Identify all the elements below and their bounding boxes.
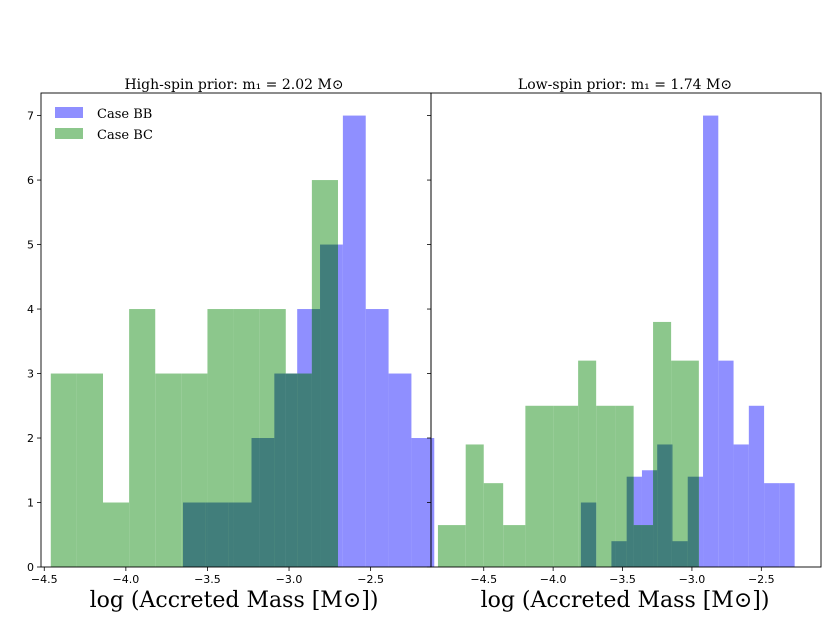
overlap-bar: [672, 541, 688, 567]
histogram-bar: [342, 115, 366, 568]
histogram-bar: [411, 438, 435, 567]
histogram-bar: [465, 444, 484, 567]
histogram-bar: [733, 444, 749, 567]
overlap-bar: [285, 373, 298, 567]
overlap-bar: [615, 541, 627, 567]
histogram-bar: [503, 525, 526, 567]
histogram-bar: [764, 483, 780, 567]
x-ticks: −4.5 −4.0 −3.5 −3.0 −2.5: [31, 567, 384, 586]
overlap-bar: [320, 244, 338, 567]
histogram-bar: [103, 502, 130, 567]
y-ticks: [427, 115, 431, 568]
x-axis-label: log (Accreted Mass [M⊙]): [481, 588, 770, 613]
overlap-bar: [633, 525, 642, 567]
overlap-bar: [641, 525, 654, 567]
x-axis-label: log (Accreted Mass [M⊙]): [90, 588, 379, 613]
histogram-bar: [703, 115, 719, 568]
histogram-bar: [50, 373, 77, 567]
y-tick-label: 6: [27, 174, 34, 187]
histogram-bar: [718, 360, 734, 567]
histogram-bars: [50, 115, 435, 568]
x-tick-label: −3.5: [609, 573, 636, 586]
overlap-bar: [259, 438, 275, 567]
y-tick-label: 3: [27, 368, 34, 381]
histogram-bar: [779, 483, 795, 567]
histogram-bar: [483, 483, 504, 567]
histogram-bar: [76, 373, 104, 567]
histogram-bar: [129, 309, 156, 567]
y-tick-label: 2: [27, 432, 34, 445]
histogram-bar: [525, 405, 554, 567]
panel-title: High-spin prior: m₁ = 2.02 M⊙: [124, 77, 343, 93]
legend-label-case-bb: Case BB: [97, 107, 152, 122]
histogram-bar: [748, 405, 765, 567]
overlap-bar: [580, 502, 597, 567]
overlap-bar: [297, 373, 312, 567]
panel-title: Low-spin prior: m₁ = 1.74 M⊙: [518, 77, 732, 93]
overlap-bar: [228, 502, 234, 567]
x-tick-label: −4.0: [112, 573, 139, 586]
histogram-bar: [553, 405, 579, 567]
overlap-bar: [611, 541, 616, 567]
overlap-region: [580, 444, 699, 567]
overlap-bar: [311, 309, 321, 567]
overlap-bar: [687, 476, 699, 567]
overlap-bar: [653, 470, 658, 567]
overlap-bar: [671, 444, 673, 567]
y-tick-label: 4: [27, 303, 34, 316]
legend-swatch-case-bb: [55, 107, 83, 118]
y-tick-label: 0: [27, 561, 34, 574]
x-tick-label: −4.5: [470, 573, 497, 586]
x-tick-label: −3.0: [679, 573, 706, 586]
axes-frame: [430, 92, 822, 568]
histogram-bars: [437, 115, 795, 568]
overlap-bar: [274, 373, 286, 567]
x-tick-label: −3.0: [276, 573, 303, 586]
histogram-bar: [596, 405, 616, 567]
y-tick-label: 7: [27, 110, 34, 123]
overlap-region: [182, 244, 338, 567]
histogram-bar: [365, 309, 389, 567]
overlap-bar: [233, 502, 252, 567]
overlap-bar: [207, 502, 229, 567]
histogram-bar: [388, 373, 412, 567]
y-ticks: 0 1 2 3 4 5 6 7: [27, 110, 41, 574]
overlap-bar: [205, 502, 208, 567]
y-tick-label: 1: [27, 497, 34, 510]
legend: Case BB Case BC: [55, 107, 153, 143]
overlap-bar: [182, 502, 206, 567]
legend-swatch-case-bc: [55, 128, 83, 139]
x-tick-label: −2.5: [357, 573, 384, 586]
overlap-bar: [626, 476, 634, 567]
overlap-bar: [657, 444, 672, 567]
y-tick-label: 5: [27, 239, 34, 252]
overlap-bar: [251, 438, 260, 567]
x-tick-label: −3.5: [194, 573, 221, 586]
x-ticks: −4.5 −4.0 −3.5 −3.0 −2.5: [470, 567, 775, 586]
x-tick-label: −2.5: [748, 573, 775, 586]
panel-high-spin: High-spin prior: m₁ = 2.02 M⊙ 0 1 2 3 4 5 6 7 −…: [27, 77, 435, 613]
panel-low-spin: Low-spin prior: m₁ = 1.74 M⊙ −4.5 −4.0 −3.…: [427, 77, 822, 613]
x-tick-label: −4.0: [540, 573, 567, 586]
x-tick-label: −4.5: [31, 573, 58, 586]
histogram-bar: [155, 373, 182, 567]
histogram-bar: [437, 525, 466, 567]
legend-label-case-bc: Case BC: [97, 128, 153, 143]
